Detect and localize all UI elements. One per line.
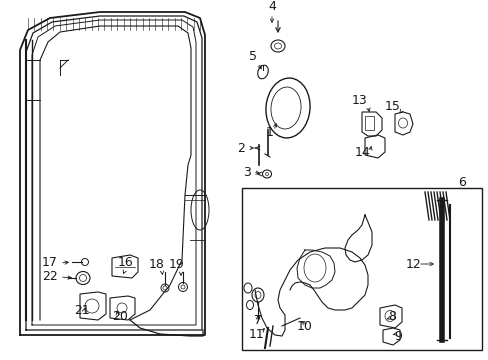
Text: 3: 3 <box>243 166 250 179</box>
Text: 13: 13 <box>351 94 367 107</box>
Text: 1: 1 <box>265 126 273 139</box>
Text: 16: 16 <box>118 256 134 270</box>
Text: 12: 12 <box>406 257 421 270</box>
Text: 21: 21 <box>74 305 90 318</box>
Text: 14: 14 <box>354 145 370 158</box>
Text: 5: 5 <box>248 50 257 63</box>
Text: 11: 11 <box>248 328 264 341</box>
Text: 18: 18 <box>149 257 164 270</box>
Text: 22: 22 <box>42 270 58 284</box>
Text: 19: 19 <box>169 257 184 270</box>
Text: 15: 15 <box>384 99 400 112</box>
Bar <box>242 188 481 350</box>
Text: 10: 10 <box>296 320 312 333</box>
Text: 20: 20 <box>112 310 128 323</box>
Text: 7: 7 <box>253 314 262 327</box>
Text: 6: 6 <box>457 176 465 189</box>
Text: 8: 8 <box>387 310 395 324</box>
Text: 9: 9 <box>393 329 401 342</box>
Text: 2: 2 <box>237 141 244 154</box>
Text: 17: 17 <box>42 256 58 270</box>
Text: 4: 4 <box>267 0 275 13</box>
